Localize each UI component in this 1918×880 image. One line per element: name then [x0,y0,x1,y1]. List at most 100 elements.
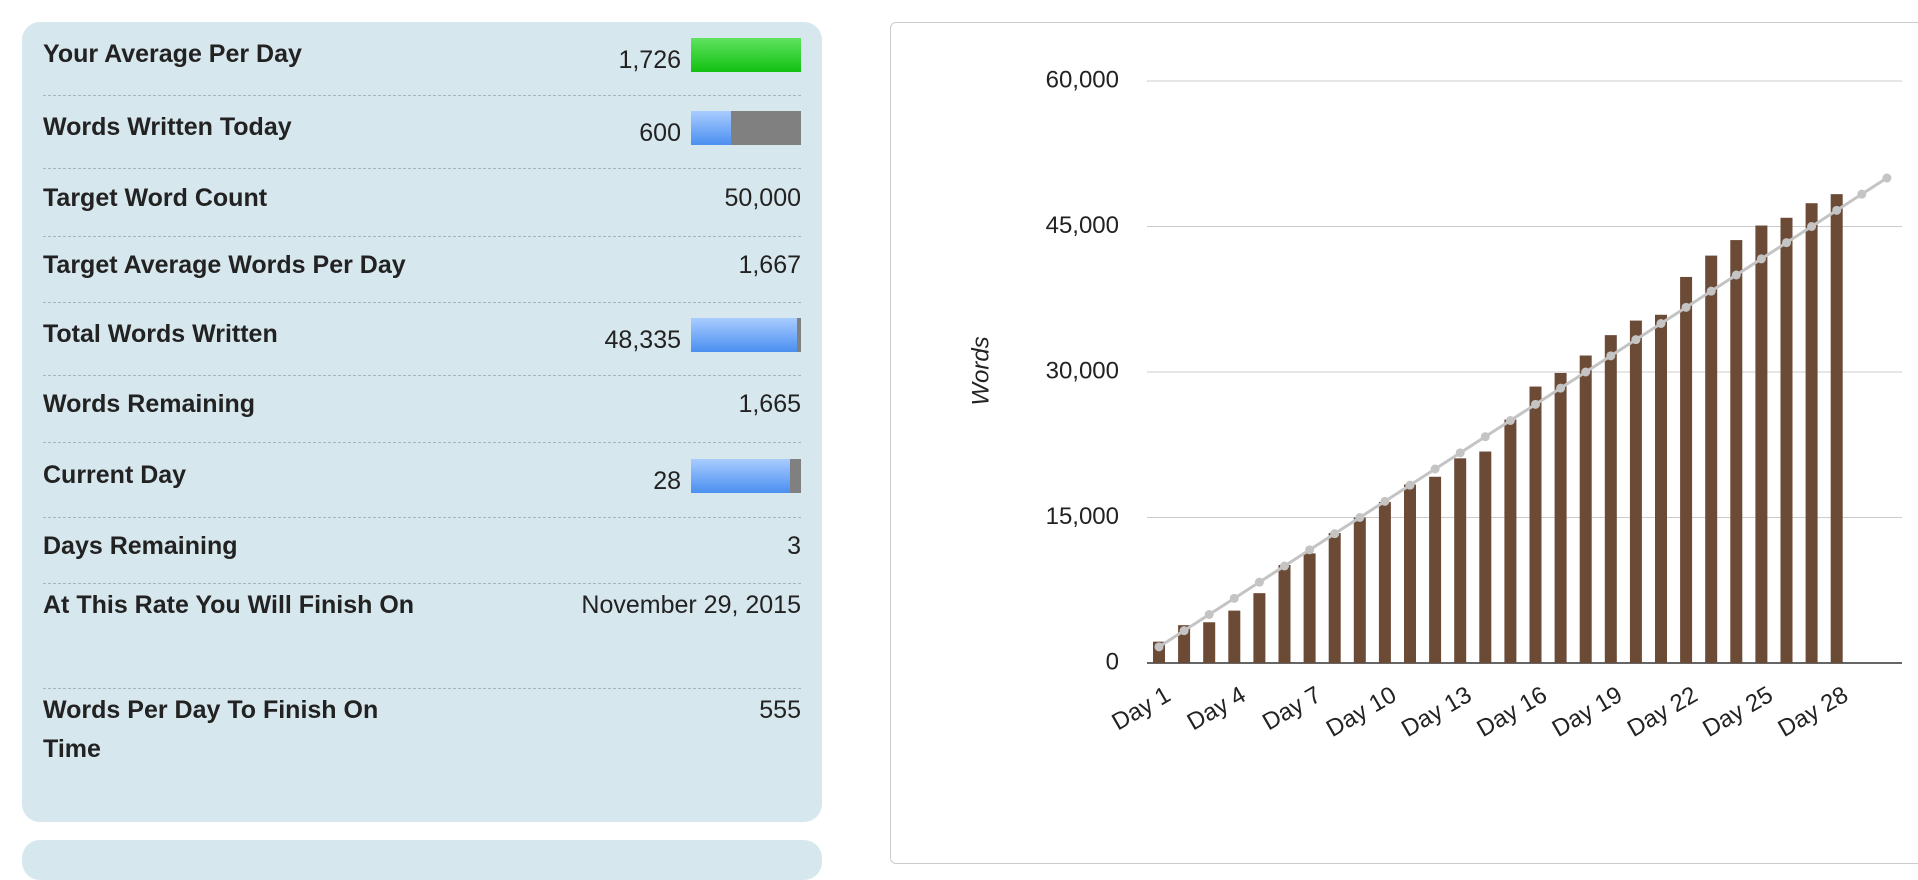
stat-row: At This Rate You Will Finish On November … [43,583,801,689]
progress-bar [691,458,801,493]
line-point [1656,319,1666,328]
progress-bar [691,37,801,72]
y-axis-label: Words [967,336,994,405]
y-tick-label: 30,000 [1046,357,1119,384]
line-point [1330,529,1340,539]
page: Your Average Per Day 1,726 Words Written T… [22,22,1918,880]
stat-value: 1,665 [738,390,801,418]
line-point [1681,302,1691,312]
line-point [1455,448,1465,458]
x-tick-label: Day 4 [1183,681,1251,736]
bar [1504,419,1517,663]
bar [1830,194,1843,663]
line-point [1480,432,1490,442]
stat-label: Total Words Written [43,320,278,348]
bar [1579,355,1592,663]
line-point [1756,254,1766,264]
stat-label: Days Remaining [43,531,238,560]
stat-value: November 29, 2015 [581,591,801,619]
bar [1655,314,1667,663]
stat-row: Total Words Written 48,335 [43,302,801,376]
bar [1705,255,1718,663]
line-point [1254,577,1264,587]
bar [1328,533,1341,663]
progress-fill [691,37,801,72]
y-tick-label: 45,000 [1046,212,1119,239]
line-point [1706,286,1716,296]
progress-fill [691,458,791,493]
line-point [1280,561,1289,571]
stat-label: Target Average Words Per Day [43,250,406,279]
line-point [1882,173,1892,183]
bar [1378,501,1391,663]
line [1158,176,1888,649]
line-point [1405,480,1415,490]
y-tick-label: 60,000 [1046,66,1119,93]
stat-label: Words Written Today [43,113,292,141]
line-point [1380,496,1390,506]
stat-value: 28 [653,467,681,495]
line-point [1505,416,1515,425]
line-point [1355,513,1365,522]
bar [1178,625,1191,663]
x-tick-label: Day 1 [1107,681,1175,736]
stat-label: Current Day [43,461,187,489]
stat-row: Target Word Count 50,000 [43,168,801,237]
y-tick-label: 0 [1106,648,1119,675]
x-tick-label: Day 25 [1698,681,1777,742]
line-point [1606,351,1616,361]
stat-value: 48,335 [604,326,681,354]
x-tick-label: Day 13 [1397,681,1476,742]
bar [1604,335,1617,663]
bar [1805,203,1818,663]
y-tick-label: 15,000 [1046,503,1119,530]
stat-label: Words Remaining [43,390,256,418]
x-tick-label: Day 28 [1774,681,1853,742]
bar [1203,622,1216,663]
line-point [1832,205,1842,215]
line-point [1782,238,1791,248]
stat-value: 555 [759,696,801,724]
bar [1429,476,1442,663]
stat-row: Target Average Words Per Day 1,667 [43,236,801,303]
x-tick-label: Day 22 [1623,681,1702,742]
x-tick-label: Day 7 [1258,681,1326,736]
x-tick-label: Day 16 [1472,681,1551,742]
bar [1755,225,1768,663]
line-point [1857,189,1867,199]
progress-fill [691,110,731,145]
stats-panel: Your Average Per Day 1,726 Words Written T… [22,22,822,822]
line-point [1430,464,1440,474]
progress-bar [691,110,801,145]
bar [1278,565,1291,663]
bar [1529,386,1542,663]
progress-fill [691,317,798,352]
stat-label: Target Word Count [43,183,268,212]
stat-value: 600 [639,119,681,147]
stat-label: Words Per Day To Finish On Time [43,696,379,763]
line-point [1179,626,1189,636]
stat-value: 3 [787,531,801,560]
stat-row: Your Average Per Day 1,726 [43,22,801,96]
bar [1228,610,1241,663]
bar [1479,451,1492,663]
bar [1680,276,1693,663]
line-point [1731,270,1741,280]
line-point [1305,545,1315,555]
bar [1780,217,1793,663]
bar [1303,553,1316,663]
stat-row: Words Per Day To Finish On Time 555 [43,688,801,788]
line-point [1204,610,1214,619]
line-point [1154,642,1164,652]
stat-value: 50,000 [724,183,801,212]
stat-row: Words Written Today 600 [43,95,801,169]
line-point [1631,335,1641,345]
bar [1730,240,1743,663]
stat-row: Days Remaining 3 [43,517,801,584]
line-point [1581,367,1591,377]
bar [1404,484,1416,663]
stat-value: 1,726 [618,46,681,74]
x-tick-label: Day 10 [1322,681,1401,742]
line-point [1229,593,1239,603]
stat-row: Words Remaining 1,665 [43,375,801,443]
